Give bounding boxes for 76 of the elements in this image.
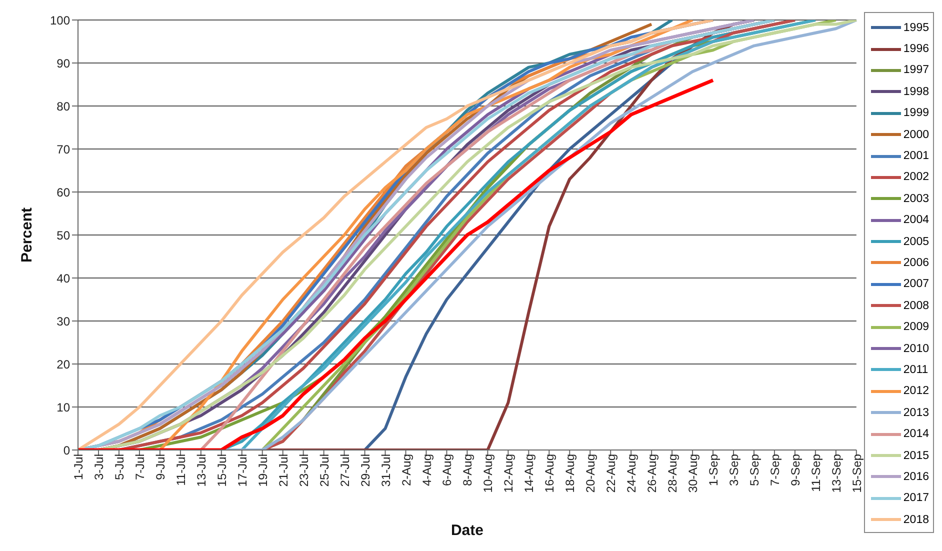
legend-label: 2015 [903,450,929,462]
x-tick-label: 25-Jul [317,454,332,487]
x-tick-label: 28-Aug [666,454,680,493]
legend-label: 1996 [903,43,929,56]
x-axis-title: Date [450,522,484,539]
y-tick-label: 0 [63,443,70,458]
x-tick-label: 21-Jul [276,454,290,487]
legend-label: 2013 [903,406,929,419]
y-tick-label: 10 [56,400,70,414]
legend-label: 2011 [903,364,928,376]
legend-label: 2016 [903,470,929,483]
legend-label: 2012 [903,385,929,398]
legend-label: 1995 [903,22,929,34]
x-tick-label: 7-Sep [768,454,782,486]
x-tick-label: 11-Sep [808,454,823,492]
legend-label: 2018 [903,514,929,526]
x-tick-label: 3-Sep [727,454,742,486]
x-tick-label: 11-Jul [174,454,188,486]
y-tick-label: 80 [56,99,70,114]
legend-label: 2009 [903,321,929,334]
x-tick-label: 14-Aug [522,454,536,493]
legend-label: 2001 [903,150,929,162]
x-tick-label: 29-Jul [358,454,372,487]
x-tick-label: 27-Jul [338,454,352,487]
y-tick-label: 30 [56,314,70,328]
x-tick-label: 20-Aug [584,454,598,493]
x-tick-label: 18-Aug [563,454,578,493]
y-tick-label: 60 [56,185,70,200]
x-tick-label: 15-Sep [850,454,864,493]
legend-label: 2008 [903,300,929,312]
x-tick-label: 12-Aug [502,454,516,493]
legend-label: 2007 [903,278,929,290]
x-tick-label: 15-Jul [214,454,229,487]
legend-label: 2002 [903,171,929,184]
legend-label: 2017 [903,492,929,504]
x-tick-label: 4-Aug [420,454,434,486]
y-tick-label: 50 [56,228,70,242]
x-tick-label: 30-Aug [686,454,700,493]
y-tick-label: 70 [56,142,70,156]
x-tick-label: 9-Jul [153,454,168,480]
x-tick-label: 1-Sep [706,454,721,486]
legend-label: 2014 [903,428,929,440]
x-tick-label: 17-Jul [235,454,250,487]
x-tick-label: 5-Jul [112,454,126,480]
legend-label: 2003 [903,192,929,205]
legend-label: 2004 [903,214,929,226]
y-tick-label: 20 [56,357,70,372]
x-tick-label: 31-Jul [378,454,393,487]
x-tick-label: 6-Aug [440,454,454,486]
x-tick-label: 2-Aug [399,454,414,486]
x-tick-label: 7-Jul [132,454,147,480]
legend-label: 1997 [903,64,929,76]
x-tick-label: 5-Sep [748,454,762,486]
legend-label: 2006 [903,256,929,269]
legend-label: 2010 [903,342,929,355]
y-tick-label: 40 [56,271,70,286]
x-tick-label: 10-Aug [481,454,496,493]
x-tick-label: 23-Jul [296,454,311,487]
legend-label: 2000 [903,128,929,141]
x-tick-label: 13-Sep [829,454,844,493]
legend-label: 1998 [903,86,929,98]
y-axis-title: Percent [18,207,36,263]
x-tick-label: 22-Aug [604,454,618,493]
x-tick-label: 3-Jul [92,454,106,480]
x-tick-label: 1-Jul [72,454,86,480]
legend-label: 1999 [903,107,929,120]
x-tick-label: 9-Sep [788,454,802,486]
y-tick-label: 100 [50,13,70,28]
legend-label: 2005 [903,236,929,248]
x-tick-label: 8-Aug [460,454,475,486]
y-tick-label: 90 [56,56,70,70]
x-tick-label: 19-Jul [256,454,270,487]
x-tick-label: 16-Aug [542,454,557,493]
x-tick-label: 24-Aug [624,454,639,493]
x-tick-label: 26-Aug [645,454,660,493]
x-tick-label: 13-Jul [194,454,208,487]
